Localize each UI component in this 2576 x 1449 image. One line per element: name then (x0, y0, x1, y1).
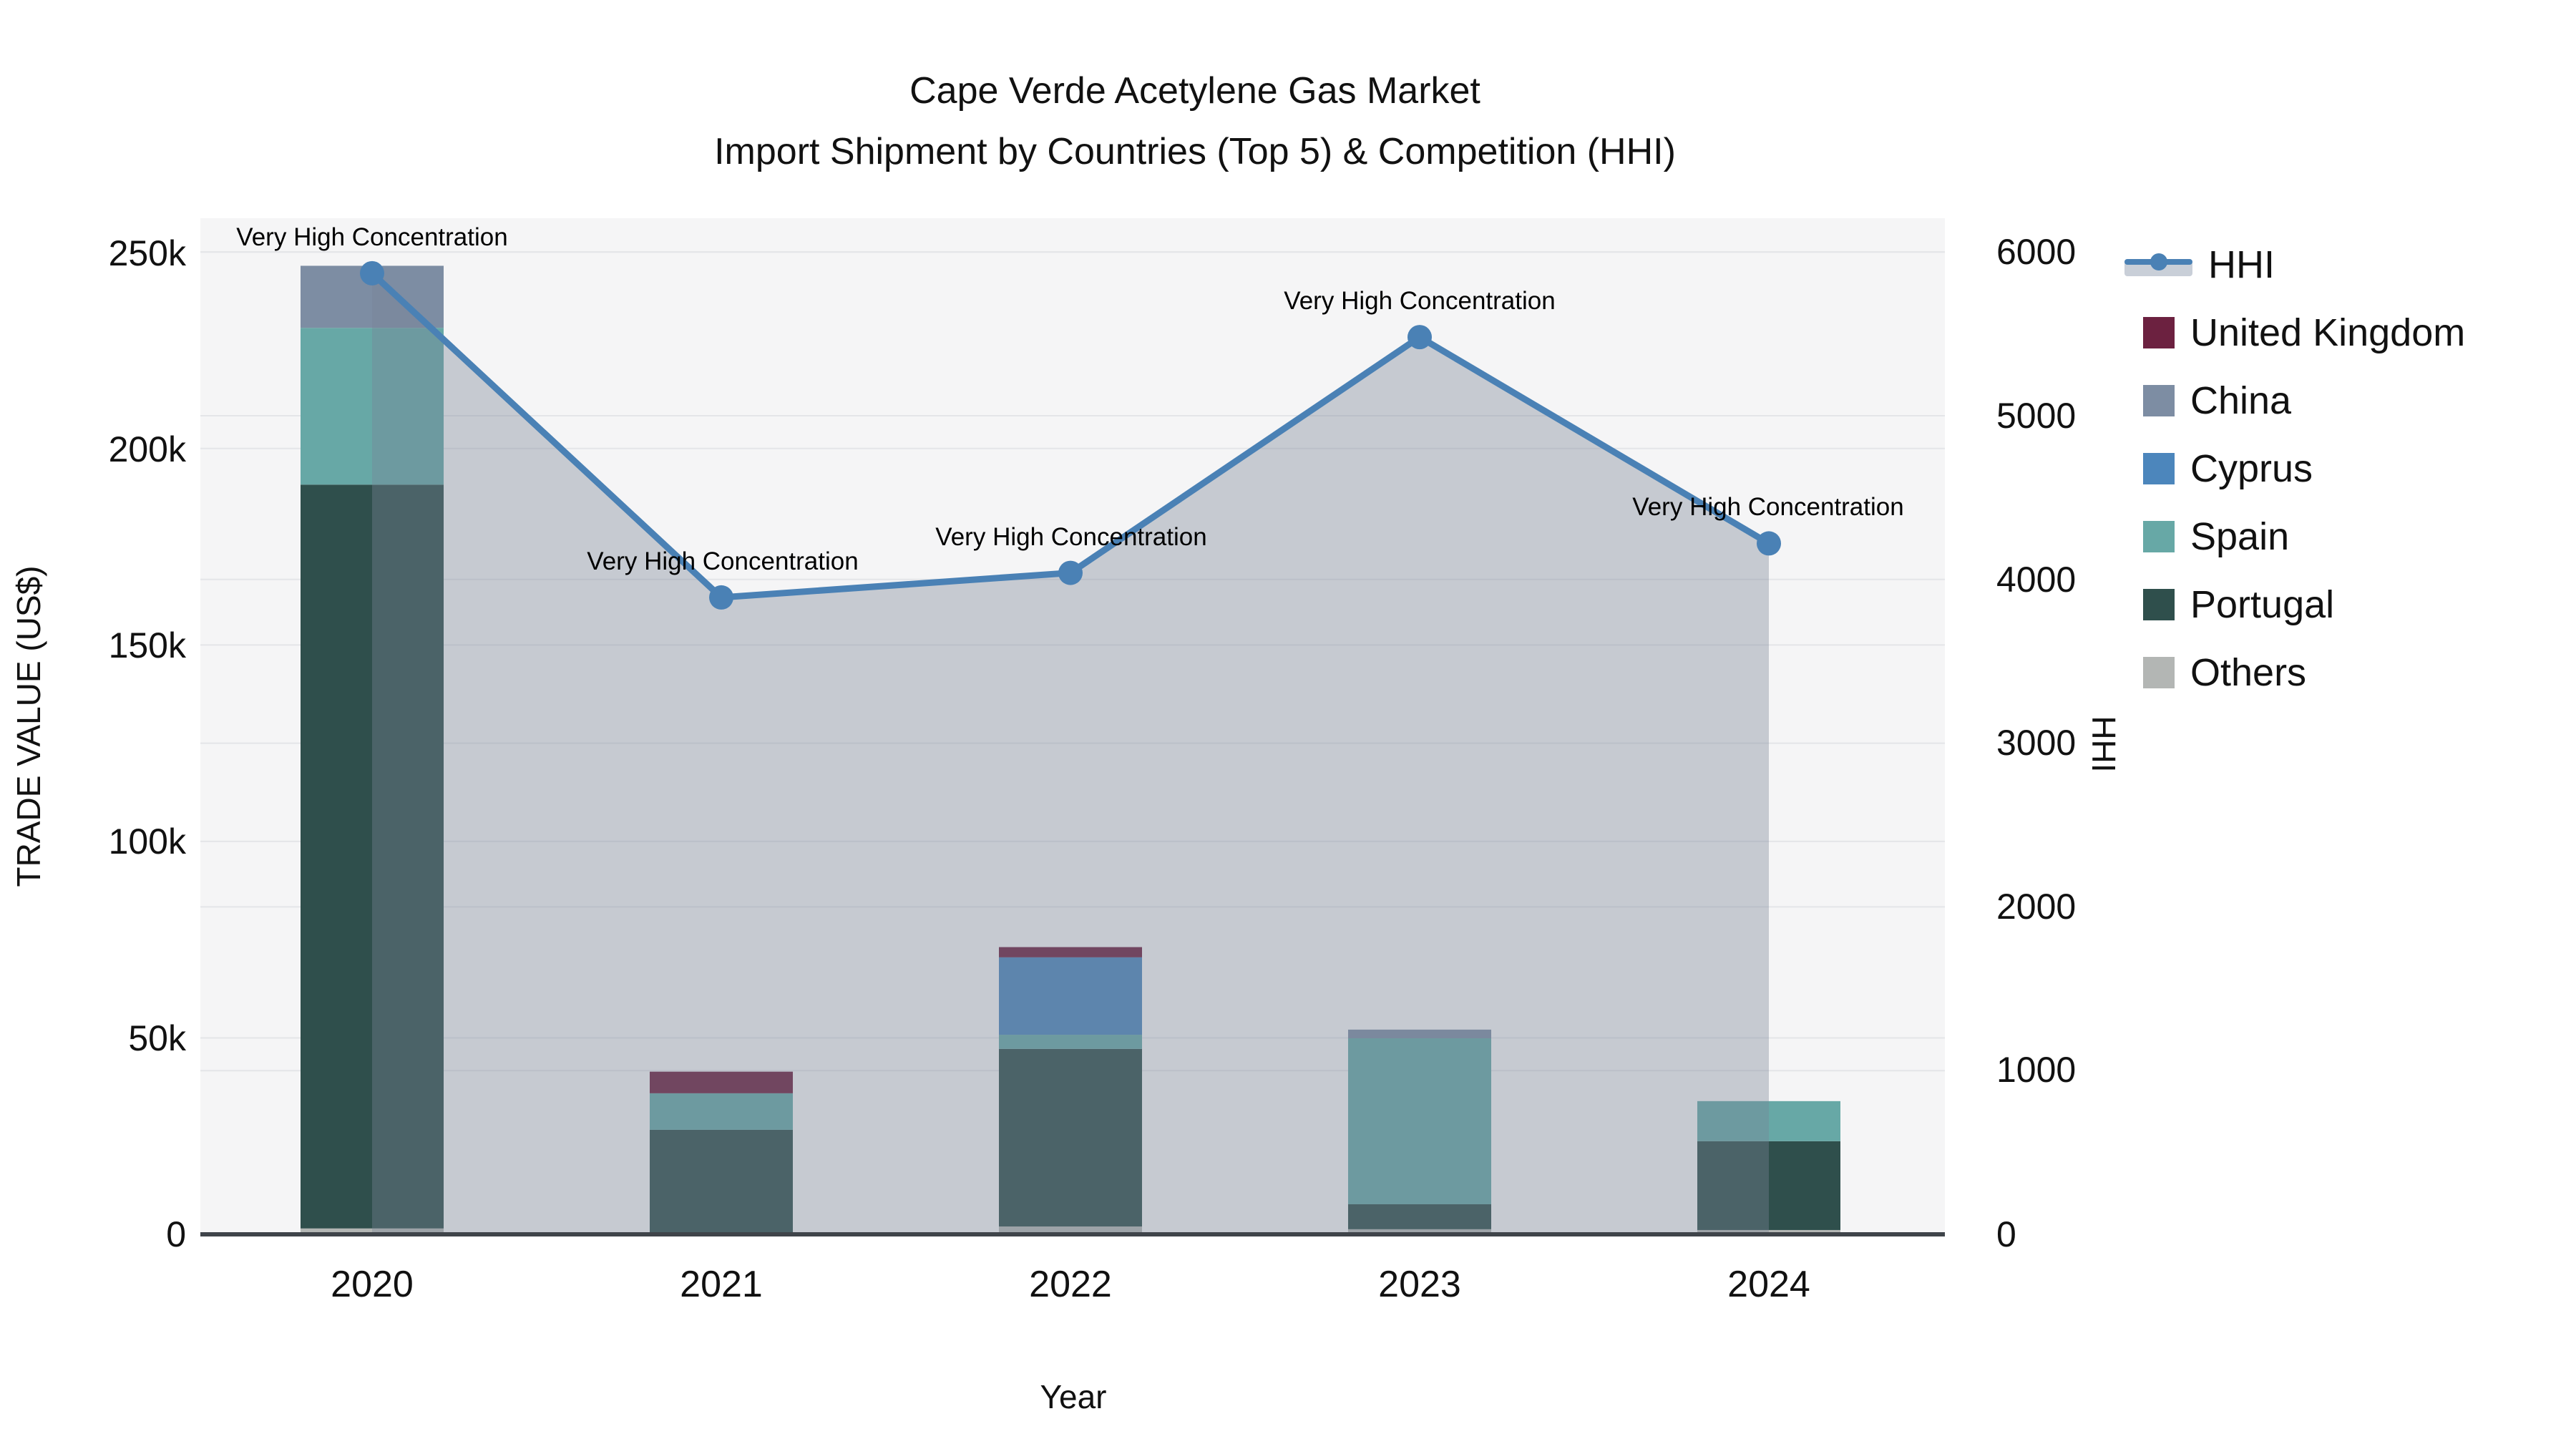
legend: HHI United Kingdom China Cyprus Spain Po… (2124, 230, 2465, 706)
bar-segment-united-kingdom-2022 (999, 947, 1142, 957)
annotation-2024: Very High Concentration (1632, 493, 1904, 521)
legend-item-hhi[interactable]: HHI (2124, 230, 2465, 298)
y-left-axis-title: TRADE VALUE (US$) (10, 565, 47, 887)
y-right-tick-2000: 2000 (1996, 886, 2077, 927)
bar-segment-spain-2022 (999, 1035, 1142, 1049)
y-right-tick-6000: 6000 (1996, 232, 2077, 273)
y-right-axis-title: HHI (2085, 716, 2122, 773)
others-swatch-icon (2143, 656, 2175, 688)
y-left-tick-200k: 200k (108, 429, 186, 469)
bar-segment-portugal-2023 (1348, 1204, 1491, 1229)
y-right-tick-4000: 4000 (1996, 559, 2077, 600)
legend-label: HHI (2208, 243, 2275, 286)
bar-segment-others-2023 (1348, 1229, 1491, 1234)
legend-item-portugal[interactable]: Portugal (2143, 570, 2465, 638)
bar-segment-portugal-2022 (999, 1048, 1142, 1227)
x-tick-2022: 2022 (1029, 1264, 1112, 1305)
chart-title: Cape Verde Acetylene Gas Market (909, 70, 1480, 112)
legend-label: United Kingdom (2190, 311, 2466, 354)
x-tick-2024: 2024 (1727, 1264, 1810, 1305)
annotation-2023: Very High Concentration (1284, 287, 1556, 315)
annotation-2020: Very High Concentration (236, 223, 508, 251)
y-right-tick-1000: 1000 (1996, 1050, 2077, 1091)
bar-segment-cyprus-2022 (999, 957, 1142, 1035)
annotation-2021: Very High Concentration (587, 547, 859, 575)
cyprus-swatch-icon (2143, 452, 2175, 484)
y-left-tick-150k: 150k (108, 625, 186, 666)
legend-label: Spain (2190, 514, 2290, 558)
y-left-tick-100k: 100k (108, 821, 186, 862)
china-swatch-icon (2143, 384, 2175, 416)
bar-segment-portugal-2020 (301, 484, 444, 1229)
annotation-2022: Very High Concentration (935, 523, 1207, 551)
bar-segment-spain-2020 (301, 328, 444, 485)
hhi-marker-2021[interactable] (709, 585, 733, 610)
y-right-tick-3000: 3000 (1996, 723, 2077, 763)
bar-segment-others-2020 (301, 1228, 444, 1234)
legend-item-cyprus[interactable]: Cyprus (2143, 434, 2465, 502)
legend-item-others[interactable]: Others (2143, 638, 2465, 706)
x-tick-2023: 2023 (1378, 1264, 1461, 1305)
bar-segment-spain-2023 (1348, 1038, 1491, 1204)
y-right-tick-0: 0 (1996, 1214, 2016, 1254)
y-left-tick-50k: 50k (128, 1018, 186, 1058)
x-axis-title: Year (1040, 1378, 1107, 1415)
hhi-marker-2023[interactable] (1407, 325, 1432, 350)
hhi-marker-2020[interactable] (360, 260, 384, 286)
hhi-line-swatch-icon (2124, 249, 2192, 280)
bar-segment-others-2022 (999, 1226, 1142, 1234)
bar-segment-china-2023 (1348, 1029, 1491, 1038)
legend-item-china[interactable]: China (2143, 366, 2465, 434)
bar-segment-spain-2024 (1697, 1101, 1840, 1141)
bar-segment-others-2024 (1697, 1229, 1840, 1234)
x-tick-2021: 2021 (680, 1264, 763, 1305)
hhi-area (372, 273, 1769, 1235)
hhi-marker-2024[interactable] (1757, 531, 1781, 556)
legend-label: Portugal (2190, 582, 2335, 626)
united-kingdom-swatch-icon (2143, 316, 2175, 348)
chart-subtitle: Import Shipment by Countries (Top 5) & C… (714, 131, 1676, 172)
y-left-tick-250k: 250k (108, 233, 186, 273)
legend-label: Others (2190, 650, 2307, 694)
bar-segment-portugal-2024 (1697, 1141, 1840, 1230)
bar-segment-spain-2021 (650, 1093, 793, 1130)
bar-segment-united-kingdom-2021 (650, 1071, 793, 1093)
portugal-swatch-icon (2143, 588, 2175, 620)
bar-segment-portugal-2021 (650, 1129, 793, 1234)
legend-label: China (2190, 379, 2292, 422)
y-left-tick-0: 0 (166, 1214, 186, 1254)
spain-swatch-icon (2143, 520, 2175, 552)
hhi-marker-2022[interactable] (1058, 560, 1083, 585)
legend-item-spain[interactable]: Spain (2143, 502, 2465, 570)
x-tick-2020: 2020 (331, 1264, 414, 1305)
legend-item-united-kingdom[interactable]: United Kingdom (2143, 298, 2465, 366)
y-right-tick-5000: 5000 (1996, 395, 2077, 436)
legend-label: Cyprus (2190, 447, 2313, 490)
